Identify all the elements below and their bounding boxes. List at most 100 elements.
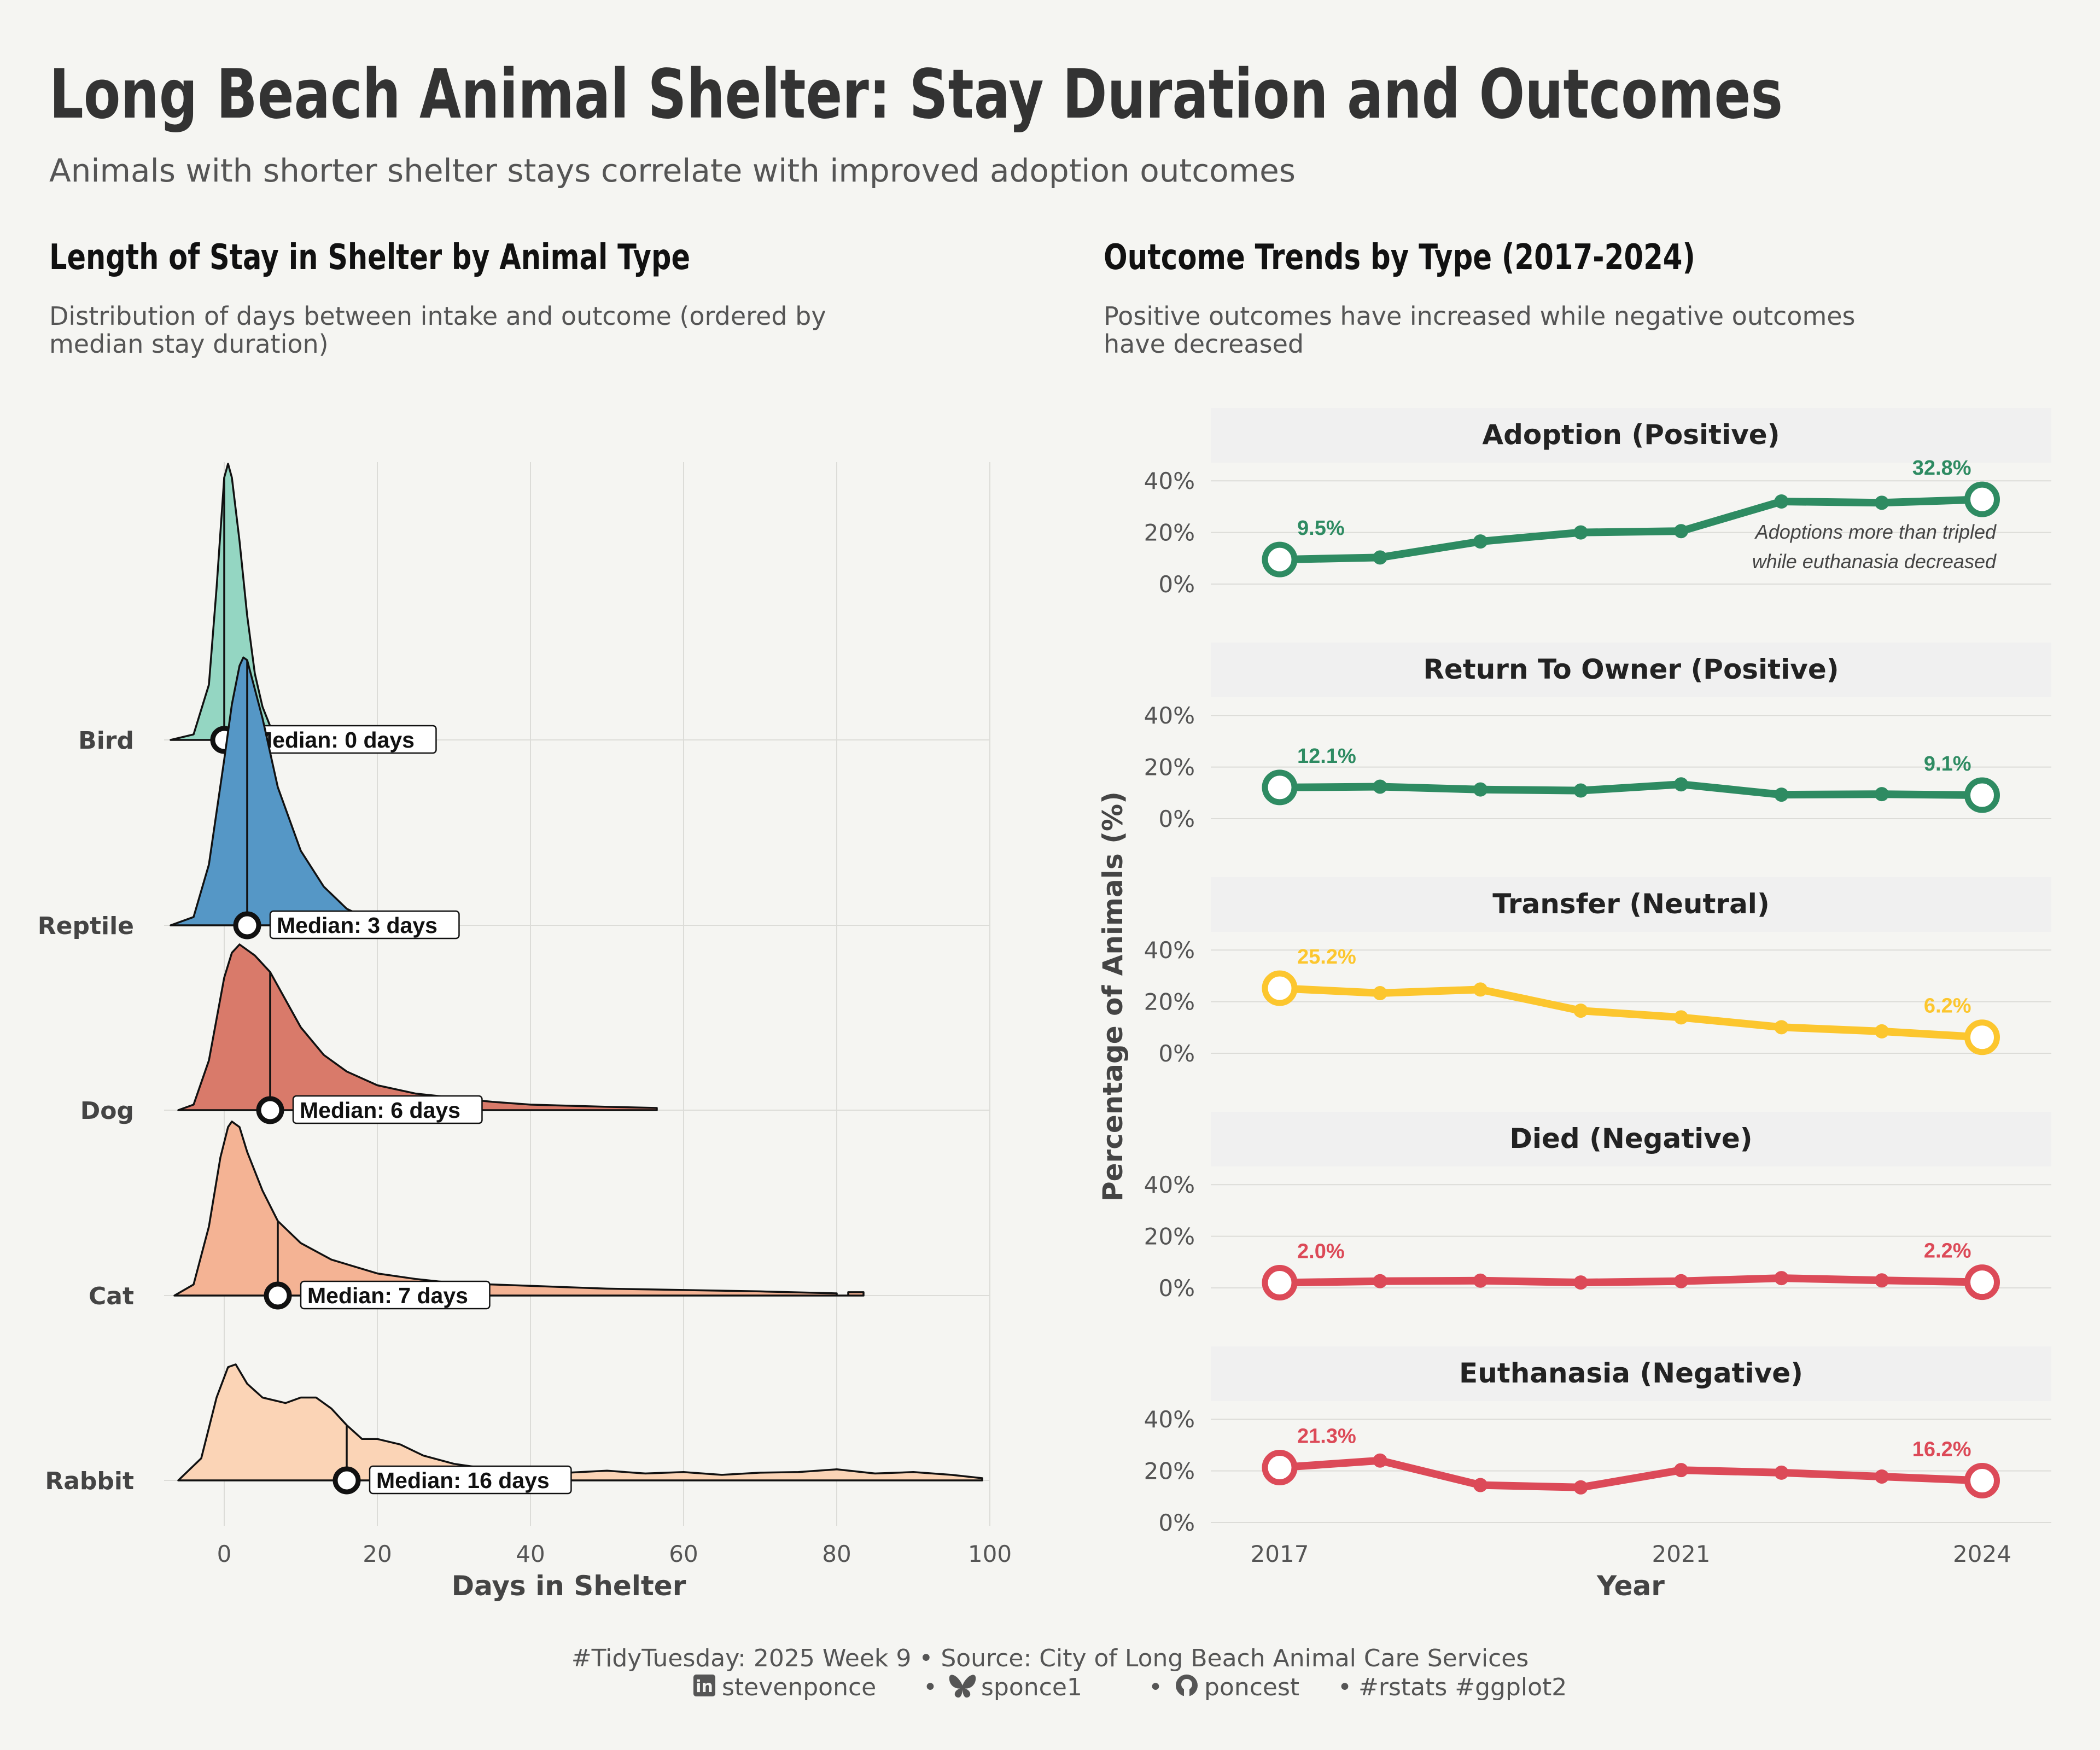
ridgeline-x-tick-label: 20 <box>363 1541 392 1567</box>
trend-point <box>1373 1453 1387 1468</box>
trend-endpoint <box>1964 777 2000 813</box>
end-value-label: 2.2% <box>1924 1240 1971 1263</box>
trend-point <box>1875 495 1889 510</box>
facet-strip <box>1211 643 2051 697</box>
median-label: Median: 6 days <box>300 1098 460 1123</box>
median-point <box>332 1466 361 1495</box>
trend-y-tick-label: 20% <box>1144 1458 1195 1485</box>
median-label-box <box>292 1095 483 1124</box>
trends-x-axis-title: Year <box>1596 1570 1665 1602</box>
facet-title: Transfer (Neutral) <box>1492 888 1770 920</box>
github-icon <box>1176 1675 1198 1696</box>
trend-point <box>1473 1273 1488 1288</box>
facet-title: Adoption (Positive) <box>1482 419 1780 451</box>
trend-y-tick-label: 20% <box>1144 989 1195 1016</box>
trend-line <box>1276 1456 1986 1491</box>
median-point <box>256 1096 284 1124</box>
ridge-area <box>170 463 287 741</box>
trends-facets: Adoption (Positive) 0% 20% 40% 9.5% 32.8% Retu… <box>1144 408 2051 1536</box>
end-value-label: 16.2% <box>1912 1438 1971 1461</box>
ridgeline-x-tick-label: 60 <box>669 1541 698 1567</box>
ridgeline-x-tick-label: 40 <box>516 1541 545 1567</box>
caption-line2: in stevenponce • sponce1 • poncest • #rs… <box>693 1673 1567 1701</box>
trends-chart: Adoption (Positive) 0% 20% 40% 9.5% 32.8% Retu… <box>1097 408 2051 1602</box>
ridge-bird: Median: 0 days Bird <box>78 463 437 755</box>
annotation-line2: while euthanasia decreased <box>1752 550 1997 573</box>
trend-y-tick-label: 40% <box>1144 937 1195 964</box>
ridge-reptile: Median: 3 days Reptile <box>38 656 460 940</box>
bluesky-icon <box>949 1675 976 1698</box>
trend-endpoint <box>1964 1264 2000 1300</box>
facet-3: Died (Negative) 0% 20% 40% 2.0% 2.2% <box>1144 1112 2051 1302</box>
facet-strip <box>1211 1346 2051 1401</box>
trend-point <box>1674 1010 1688 1025</box>
median-point <box>264 1281 292 1310</box>
ridge-category-label: Dog <box>80 1097 134 1125</box>
facet-2: Transfer (Neutral) 0% 20% 40% 25.2% 6.2% <box>1144 877 2051 1067</box>
trend-endpoint <box>1262 541 1298 578</box>
facet-1: Return To Owner (Positive) 0% 20% 40% 12.1% 9… <box>1144 643 2051 832</box>
trend-point <box>1875 1469 1889 1484</box>
trend-endpoint <box>1964 481 2000 517</box>
ridgeline-x-tick-label: 100 <box>968 1541 1012 1567</box>
median-label: Median: 7 days <box>307 1283 468 1308</box>
trend-y-tick-label: 0% <box>1158 806 1195 832</box>
median-label: Median: 16 days <box>376 1468 550 1493</box>
ridgeline-x-tick-label: 0 <box>217 1541 232 1567</box>
end-value-label: 6.2% <box>1924 995 1971 1018</box>
github-handle: poncest <box>1204 1673 1299 1701</box>
trend-y-tick-label: 40% <box>1144 1406 1195 1433</box>
trend-point <box>1774 1465 1789 1480</box>
trend-point <box>1674 777 1688 792</box>
ridge-category-label: Reptile <box>38 912 134 940</box>
start-value-label: 21.3% <box>1297 1425 1356 1448</box>
start-value-label: 9.5% <box>1297 517 1345 540</box>
trend-point <box>1573 783 1588 798</box>
facet-title: Euthanasia (Negative) <box>1459 1357 1803 1389</box>
trend-point <box>1674 524 1688 539</box>
trend-y-tick-label: 0% <box>1158 571 1195 598</box>
trend-x-tick-label: 2021 <box>1652 1541 1711 1567</box>
start-value-label: 25.2% <box>1297 946 1356 969</box>
facet-title: Died (Negative) <box>1509 1123 1752 1154</box>
trend-endpoint <box>1964 1463 2000 1499</box>
trend-line <box>1276 984 1986 1041</box>
trend-point <box>1473 782 1488 797</box>
caption-tags: #rstats #ggplot2 <box>1358 1673 1567 1701</box>
trends-title: Outcome Trends by Type (2017-2024) <box>1104 237 1695 278</box>
trend-y-tick-label: 40% <box>1144 702 1195 729</box>
ridgeline-x-axis: 0 20 40 60 80 100 <box>217 1541 1012 1567</box>
trend-x-tick-label: 2017 <box>1251 1541 1309 1567</box>
end-value-label: 32.8% <box>1912 457 1971 480</box>
ridge-area <box>177 1363 983 1481</box>
start-value-label: 12.1% <box>1297 745 1356 768</box>
trend-y-tick-label: 0% <box>1158 1509 1195 1536</box>
facet-title: Return To Owner (Positive) <box>1423 654 1839 685</box>
trend-point <box>1875 1273 1889 1288</box>
median-label: Median: 0 days <box>254 727 415 752</box>
trend-point <box>1875 1024 1889 1039</box>
trend-endpoint <box>1262 1265 1298 1301</box>
ridgeline-grid <box>164 462 990 1526</box>
trend-y-tick-label: 0% <box>1158 1040 1195 1067</box>
page-subtitle: Animals with shorter shelter stays corre… <box>49 152 1296 189</box>
trends-x-axis: 2017 2021 2024 <box>1251 1541 2011 1567</box>
trend-point <box>1573 1275 1588 1290</box>
ridgeline-x-axis-title: Days in Shelter <box>452 1570 686 1602</box>
trend-point <box>1373 986 1387 1001</box>
trend-y-tick-label: 20% <box>1144 1223 1195 1250</box>
trend-endpoint <box>1964 1019 2000 1055</box>
trend-point <box>1373 550 1387 565</box>
linkedin-handle: stevenponce <box>722 1673 876 1701</box>
trend-point <box>1573 1480 1588 1495</box>
trend-point <box>1373 1274 1387 1288</box>
start-value-label: 2.0% <box>1297 1240 1345 1263</box>
trends-subtitle-line1: Positive outcomes have increased while n… <box>1104 301 1856 331</box>
svg-text:•: • <box>1338 1673 1352 1701</box>
trend-endpoint <box>1262 769 1298 806</box>
ridge-category-label: Cat <box>89 1282 134 1310</box>
trends-y-axis-title: Percentage of Animals (%) <box>1097 791 1129 1201</box>
